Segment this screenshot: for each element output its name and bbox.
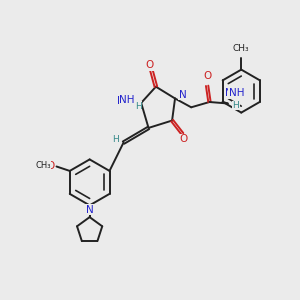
- Text: N: N: [124, 95, 132, 106]
- Text: O: O: [46, 161, 54, 172]
- Text: NH: NH: [117, 95, 132, 106]
- Text: CH₃: CH₃: [35, 160, 51, 169]
- Text: H: H: [135, 102, 142, 111]
- Text: O: O: [146, 60, 154, 70]
- Text: H: H: [232, 101, 239, 110]
- Text: H: H: [112, 135, 119, 144]
- Text: NH: NH: [119, 95, 135, 105]
- Text: N: N: [86, 205, 94, 215]
- Text: O: O: [203, 70, 211, 80]
- Text: N: N: [225, 88, 232, 98]
- Text: NH: NH: [229, 88, 244, 98]
- Text: CH₃: CH₃: [233, 44, 250, 53]
- Text: O: O: [180, 134, 188, 144]
- Text: N: N: [178, 90, 186, 100]
